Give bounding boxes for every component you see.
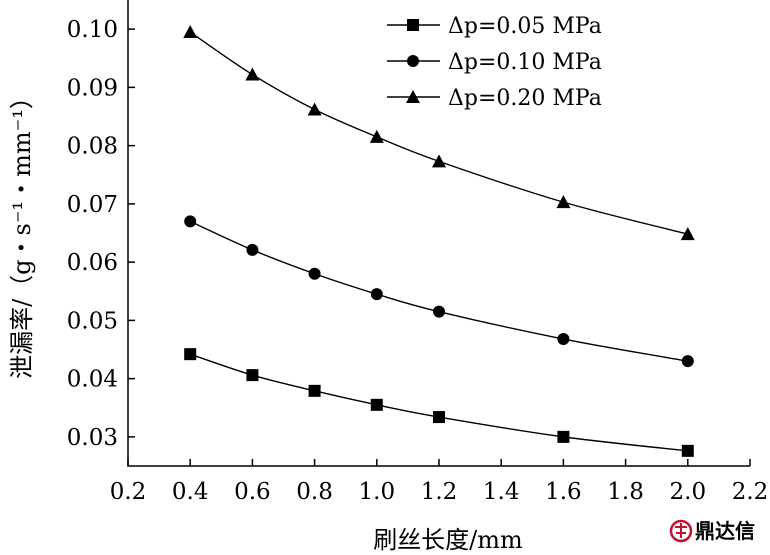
series-triangle [183, 25, 695, 241]
data-point [308, 384, 321, 397]
legend: Δp=0.05 MPa Δp=0.10 MPa Δp=0.20 MPa [387, 14, 602, 111]
data-point [370, 398, 383, 411]
y-axis-title: 泄漏率/（g・s⁻¹・mm⁻¹） [8, 85, 36, 379]
x-axis: 0.2 0.4 0.6 0.8 1.0 1.2 1.4 1.6 1.8 2.0 2.2 [110, 459, 769, 505]
y-tick-label: 0.07 [67, 192, 118, 218]
axes-frame [127, 0, 750, 467]
plot-area [127, 0, 750, 467]
watermark-text: 鼎达信 [695, 519, 755, 543]
data-point [308, 267, 321, 280]
data-point [245, 67, 260, 81]
y-tick-label: 0.05 [67, 308, 118, 334]
data-point [183, 25, 198, 39]
y-tick-label: 0.09 [67, 75, 118, 101]
data-point [369, 129, 384, 143]
y-tick-label: 0.06 [67, 250, 118, 276]
legend-label: Δp=0.20 MPa [448, 86, 602, 111]
x-tick-label: 0.2 [110, 479, 147, 505]
x-tick-label: 1.8 [607, 479, 644, 505]
data-point [556, 195, 571, 209]
series-square [184, 348, 694, 457]
data-point [557, 333, 570, 346]
x-tick-label: 1.0 [359, 479, 396, 505]
data-point [246, 243, 259, 256]
data-point [433, 305, 445, 318]
x-tick-label: 1.2 [421, 479, 458, 505]
x-tick-label: 0.8 [296, 479, 333, 505]
series-line [189, 31, 688, 235]
series-line [189, 353, 688, 452]
legend-marker [407, 19, 419, 31]
legend-marker [406, 90, 420, 103]
data-point [370, 288, 383, 301]
legend-entry: Δp=0.05 MPa [387, 14, 602, 39]
data-point [307, 102, 322, 116]
legend-marker [407, 55, 419, 67]
x-tick-label: 2.2 [732, 479, 769, 505]
x-tick-label: 1.6 [545, 479, 582, 505]
data-point [433, 411, 445, 424]
x-tick-label: 0.4 [172, 479, 209, 505]
legend-label: Δp=0.05 MPa [448, 14, 602, 39]
legend-label: Δp=0.10 MPa [448, 50, 602, 75]
watermark: 鼎达信 [669, 519, 755, 543]
x-tick-label: 1.4 [483, 479, 520, 505]
logo-icon [669, 519, 693, 543]
data-point [184, 215, 197, 228]
legend-entry: Δp=0.10 MPa [387, 50, 602, 75]
data-point [432, 154, 446, 168]
x-tick-label: 2.0 [670, 479, 707, 505]
data-point [184, 348, 197, 361]
data-point [681, 355, 694, 368]
data-point [680, 227, 695, 241]
series-circle [184, 215, 694, 368]
y-axis: 0.03 0.04 0.05 0.06 0.07 0.08 0.09 0.10 [67, 17, 135, 451]
y-tick-label: 0.04 [67, 367, 118, 393]
data-point [557, 430, 570, 443]
x-tick-label: 0.6 [234, 479, 271, 505]
data-point [681, 444, 694, 457]
x-axis-title: 刷丝长度/mm [373, 526, 523, 554]
y-tick-label: 0.08 [67, 134, 118, 160]
data-point [246, 369, 259, 382]
y-tick-label: 0.10 [67, 17, 118, 43]
logo-icon-mark [675, 523, 687, 538]
y-tick-label: 0.03 [67, 425, 118, 451]
legend-entry: Δp=0.20 MPa [387, 86, 602, 111]
series-layer [183, 25, 695, 457]
series-line [189, 220, 688, 362]
